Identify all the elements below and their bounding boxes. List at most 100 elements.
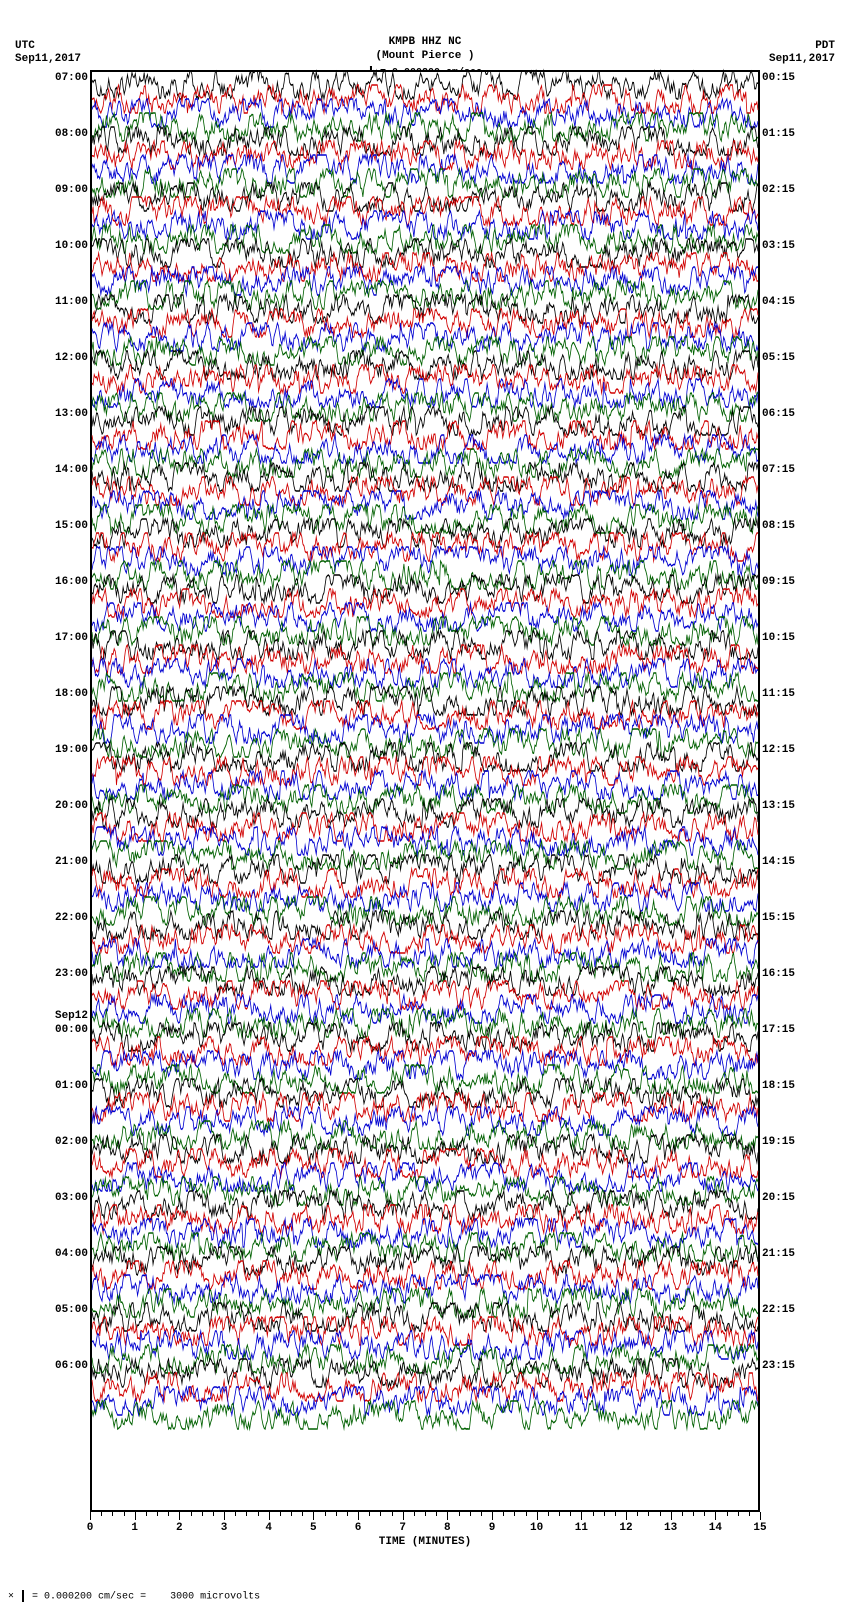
x-tick-label: 6 [355, 1522, 362, 1534]
pdt-time-label: 18:15 [762, 1080, 795, 1092]
x-tick-major [447, 1512, 448, 1520]
x-tick-minor [347, 1512, 348, 1516]
station-name: (Mount Pierce ) [368, 49, 482, 63]
x-tick-major [90, 1512, 91, 1520]
x-tick-major [358, 1512, 359, 1520]
x-tick-label: 12 [619, 1522, 632, 1534]
footer-prefix: × [8, 1592, 14, 1603]
x-tick-minor [436, 1512, 437, 1516]
pdt-time-label: 08:15 [762, 520, 795, 532]
x-tick-minor [503, 1512, 504, 1516]
utc-time-label: 10:00 [55, 240, 88, 252]
seismogram-container: UTC Sep11,2017 KMPB HHZ NC (Mount Pierce… [0, 0, 850, 1613]
x-axis-title: TIME (MINUTES) [379, 1536, 471, 1548]
x-tick-label: 13 [664, 1522, 677, 1534]
header-left: UTC Sep11,2017 [15, 40, 81, 66]
x-tick-major [179, 1512, 180, 1520]
x-tick-major [313, 1512, 314, 1520]
x-tick-major [492, 1512, 493, 1520]
x-tick-minor [593, 1512, 594, 1516]
utc-time-label: 12:00 [55, 352, 88, 364]
x-tick-minor [660, 1512, 661, 1516]
pdt-time-label: 13:15 [762, 800, 795, 812]
date-right: Sep11,2017 [769, 53, 835, 66]
x-tick-major [224, 1512, 225, 1520]
x-tick-minor [637, 1512, 638, 1516]
x-tick-label: 2 [176, 1522, 183, 1534]
x-tick-minor [369, 1512, 370, 1516]
pdt-time-label: 06:15 [762, 408, 795, 420]
x-tick-minor [704, 1512, 705, 1516]
x-tick-minor [727, 1512, 728, 1516]
pdt-time-label: 00:15 [762, 72, 795, 84]
pdt-time-label: 21:15 [762, 1248, 795, 1260]
x-tick-minor [246, 1512, 247, 1516]
x-tick-label: 3 [221, 1522, 228, 1534]
x-tick-minor [570, 1512, 571, 1516]
x-tick-label: 5 [310, 1522, 317, 1534]
x-tick-minor [291, 1512, 292, 1516]
x-tick-major [269, 1512, 270, 1520]
utc-time-label: 15:00 [55, 520, 88, 532]
pdt-time-label: 03:15 [762, 240, 795, 252]
utc-time-label: 22:00 [55, 912, 88, 924]
x-tick-minor [559, 1512, 560, 1516]
utc-time-label: 08:00 [55, 128, 88, 140]
pdt-time-label: 23:15 [762, 1360, 795, 1372]
x-tick-minor [124, 1512, 125, 1516]
utc-time-label: 19:00 [55, 744, 88, 756]
x-tick-major [403, 1512, 404, 1520]
x-tick-minor [749, 1512, 750, 1516]
utc-time-label: 13:00 [55, 408, 88, 420]
x-tick-minor [302, 1512, 303, 1516]
date-left: Sep11,2017 [15, 53, 81, 66]
pdt-time-label: 04:15 [762, 296, 795, 308]
utc-time-label: 07:00 [55, 72, 88, 84]
pdt-time-label: 12:15 [762, 744, 795, 756]
pdt-time-label: 22:15 [762, 1304, 795, 1316]
x-tick-minor [191, 1512, 192, 1516]
utc-time-label: 04:00 [55, 1248, 88, 1260]
utc-time-label: 00:00 [55, 1024, 88, 1036]
x-tick-major [581, 1512, 582, 1520]
utc-time-label: 14:00 [55, 464, 88, 476]
x-tick-label: 7 [399, 1522, 406, 1534]
x-tick-minor [280, 1512, 281, 1516]
utc-time-label: 16:00 [55, 576, 88, 588]
x-tick-label: 4 [265, 1522, 272, 1534]
footer-text-before: = 0.000200 cm/sec = [32, 1592, 146, 1603]
pdt-time-label: 15:15 [762, 912, 795, 924]
x-tick-label: 1 [131, 1522, 138, 1534]
helicorder-plot: 07:0000:1508:0001:1509:0002:1510:0003:15… [90, 70, 760, 1510]
utc-time-label: 09:00 [55, 184, 88, 196]
x-tick-minor [481, 1512, 482, 1516]
pdt-time-label: 01:15 [762, 128, 795, 140]
utc-day-label: Sep12 [55, 1010, 88, 1022]
x-tick-label: 8 [444, 1522, 451, 1534]
x-tick-major [626, 1512, 627, 1520]
x-tick-label: 9 [489, 1522, 496, 1534]
station-code: KMPB HHZ NC [368, 35, 482, 49]
footer-text-after: 3000 microvolts [170, 1592, 260, 1603]
x-tick-minor [168, 1512, 169, 1516]
x-tick-major [715, 1512, 716, 1520]
x-axis: TIME (MINUTES) 0123456789101112131415 [90, 1510, 760, 1550]
utc-time-label: 17:00 [55, 632, 88, 644]
x-tick-minor [213, 1512, 214, 1516]
x-tick-minor [258, 1512, 259, 1516]
x-tick-minor [336, 1512, 337, 1516]
utc-time-label: 02:00 [55, 1136, 88, 1148]
tz-right: PDT [769, 40, 835, 53]
utc-time-label: 01:00 [55, 1080, 88, 1092]
x-tick-minor [615, 1512, 616, 1516]
x-tick-minor [380, 1512, 381, 1516]
x-tick-label: 0 [87, 1522, 94, 1534]
x-tick-minor [101, 1512, 102, 1516]
x-tick-minor [425, 1512, 426, 1516]
x-tick-minor [526, 1512, 527, 1516]
pdt-time-label: 10:15 [762, 632, 795, 644]
x-tick-minor [392, 1512, 393, 1516]
x-tick-minor [459, 1512, 460, 1516]
x-tick-minor [414, 1512, 415, 1516]
pdt-time-label: 02:15 [762, 184, 795, 196]
